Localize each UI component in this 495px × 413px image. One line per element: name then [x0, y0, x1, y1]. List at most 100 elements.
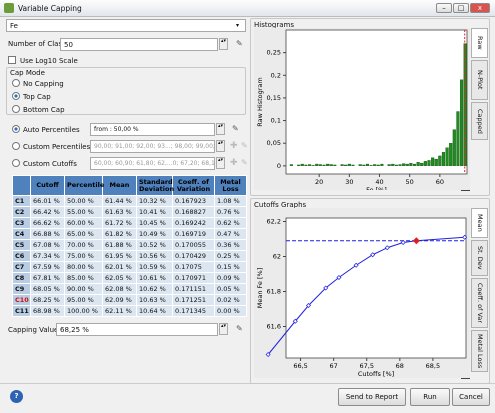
dropdown-arrow[interactable]: ▾ — [236, 22, 240, 29]
y-axis-label: Mean Fe [%] — [256, 268, 264, 308]
data-point — [400, 240, 406, 245]
cap-mode-title: Cap Mode — [10, 69, 45, 77]
row-header: C8 — [12, 272, 31, 284]
table-cell: 61.95 % — [102, 250, 137, 262]
histogram-bar — [351, 164, 355, 166]
histogram-bar — [405, 163, 409, 166]
histogram-bar — [373, 164, 377, 166]
edit-icon[interactable]: ✎ — [236, 39, 243, 48]
percentile-input[interactable]: from : 50,00 % — [90, 123, 215, 136]
radio-button[interactable] — [12, 125, 20, 133]
table-cell: 67.34 % — [30, 250, 65, 262]
spin-box-arrows[interactable]: ▴▾ — [216, 140, 225, 152]
table-cell: 90.00 % — [64, 283, 103, 295]
variable-dropdown[interactable]: Fe — [6, 19, 246, 32]
capping-value-input[interactable]: 68,25 % — [56, 323, 218, 336]
add-icon[interactable]: ✚ — [230, 141, 238, 151]
maximize-button[interactable]: □ — [453, 3, 469, 13]
radio-button[interactable] — [12, 79, 20, 87]
edit-icon[interactable]: ✎ — [241, 141, 248, 150]
table-cell: 61.63 % — [102, 206, 137, 218]
radio-button[interactable] — [12, 92, 20, 100]
edit-icon[interactable]: ✎ — [236, 324, 243, 333]
chart-tab[interactable]: Raw — [471, 28, 488, 58]
row-header: C1 — [12, 195, 31, 207]
table-cell: 61.72 % — [102, 217, 137, 229]
close-button[interactable]: x — [470, 3, 490, 13]
x-tick-label: 20 — [315, 178, 323, 186]
histogram-bar — [434, 158, 438, 166]
spin-box-arrows[interactable]: ▴▾ — [219, 323, 228, 335]
percentile-input[interactable]: 60,00; 60,90; 61,80; 62,...0; 67,20; 68,… — [90, 157, 215, 170]
histogram-bar — [449, 143, 453, 166]
edit-icon[interactable]: ✎ — [241, 158, 248, 167]
histogram-bar — [398, 164, 402, 166]
histogram-chart: 20 30 40 50 60 0 0,05 0,1 0,15 0,2 0,25 Fe [%] Raw H… — [254, 28, 470, 190]
histogram-bar — [460, 79, 464, 166]
table-cell: 80.00 % — [64, 261, 103, 273]
x-tick-label: 40 — [375, 178, 383, 186]
footer-separator — [0, 383, 495, 384]
footer-button[interactable]: Run — [410, 388, 450, 406]
x-tick-label: 68,5 — [426, 362, 440, 370]
row-header: C6 — [12, 250, 31, 262]
radio-button[interactable] — [12, 105, 20, 113]
row-header: C4 — [12, 228, 31, 240]
chart-tab[interactable]: Metal Loss — [471, 330, 488, 372]
spin-box-arrows[interactable]: ▴▾ — [219, 38, 228, 50]
table-cell: 10.56 % — [136, 250, 173, 262]
row-header: C3 — [12, 217, 31, 229]
table-cell: 10.59 % — [136, 261, 173, 273]
log-scale-label: Use Log10 Scale — [20, 57, 78, 65]
x-axis-label: Fe [%] — [366, 186, 387, 190]
minimize-button[interactable]: – — [436, 3, 452, 13]
cutoffs-group — [250, 198, 490, 384]
histogram-bar — [416, 162, 420, 166]
histogram-bar — [394, 164, 398, 166]
table-cell: 61.44 % — [102, 195, 137, 207]
histogram-bar — [431, 157, 435, 166]
chart-tab[interactable]: St. Dev — [471, 240, 488, 276]
classes-input[interactable]: 50 — [60, 38, 218, 51]
chart-tab[interactable]: Capped — [471, 102, 488, 140]
edit-icon[interactable]: ✎ — [232, 124, 239, 133]
row-header: C11 — [12, 305, 31, 317]
percentile-input[interactable]: 90,00; 91,00; 92,00; 93...; 98,00; 99,00… — [90, 140, 215, 153]
chart-tab[interactable]: Coeff. of Var — [471, 278, 488, 328]
histogram-bar — [456, 111, 460, 166]
plot-area — [285, 217, 467, 359]
histogram-bar — [376, 164, 380, 166]
table-cell: 67.59 % — [30, 261, 65, 273]
add-icon[interactable]: ✚ — [230, 158, 238, 168]
row-header: C5 — [12, 239, 31, 251]
radio-button[interactable] — [12, 159, 20, 167]
histogram-bar — [329, 164, 333, 166]
cutoffs-chart: 66,5 67 67,5 68 68,5 61,6 61,8 62 62,2 Cutoffs [%… — [254, 208, 470, 378]
table-cell: 66.62 % — [30, 217, 65, 229]
histogram-group-title: Histograms — [254, 21, 294, 29]
footer-button[interactable]: Send to Report — [338, 388, 406, 406]
y-axis-label: Raw Histogram — [256, 77, 264, 126]
window-title: Variable Capping — [18, 4, 82, 13]
histogram-bar — [307, 164, 312, 166]
histogram-bar — [322, 164, 326, 166]
cap-mode-option: No Capping — [23, 80, 64, 88]
table-cell: 0.171345 — [172, 305, 215, 317]
spin-box-arrows[interactable]: ▴▾ — [216, 123, 225, 135]
table-cell: 0.171251 — [172, 294, 215, 306]
x-tick-label: 60 — [436, 178, 444, 186]
radio-button[interactable] — [12, 142, 20, 150]
spin-box-arrows[interactable]: ▴▾ — [216, 157, 225, 169]
histogram-bar — [412, 163, 417, 166]
footer-button[interactable]: Cancel — [452, 388, 490, 406]
histogram-bar — [340, 164, 344, 166]
column-header: Standard Deviation — [136, 175, 174, 196]
chart-tab[interactable]: N-Plot — [471, 60, 488, 100]
x-tick-label: 67,5 — [359, 362, 373, 370]
table-cell: 0.02 % — [214, 294, 247, 306]
table-cell: 68.05 % — [30, 283, 65, 295]
help-button[interactable]: ? — [10, 390, 23, 403]
chart-tab[interactable]: Mean — [471, 208, 488, 238]
log-scale-checkbox[interactable] — [8, 56, 16, 64]
